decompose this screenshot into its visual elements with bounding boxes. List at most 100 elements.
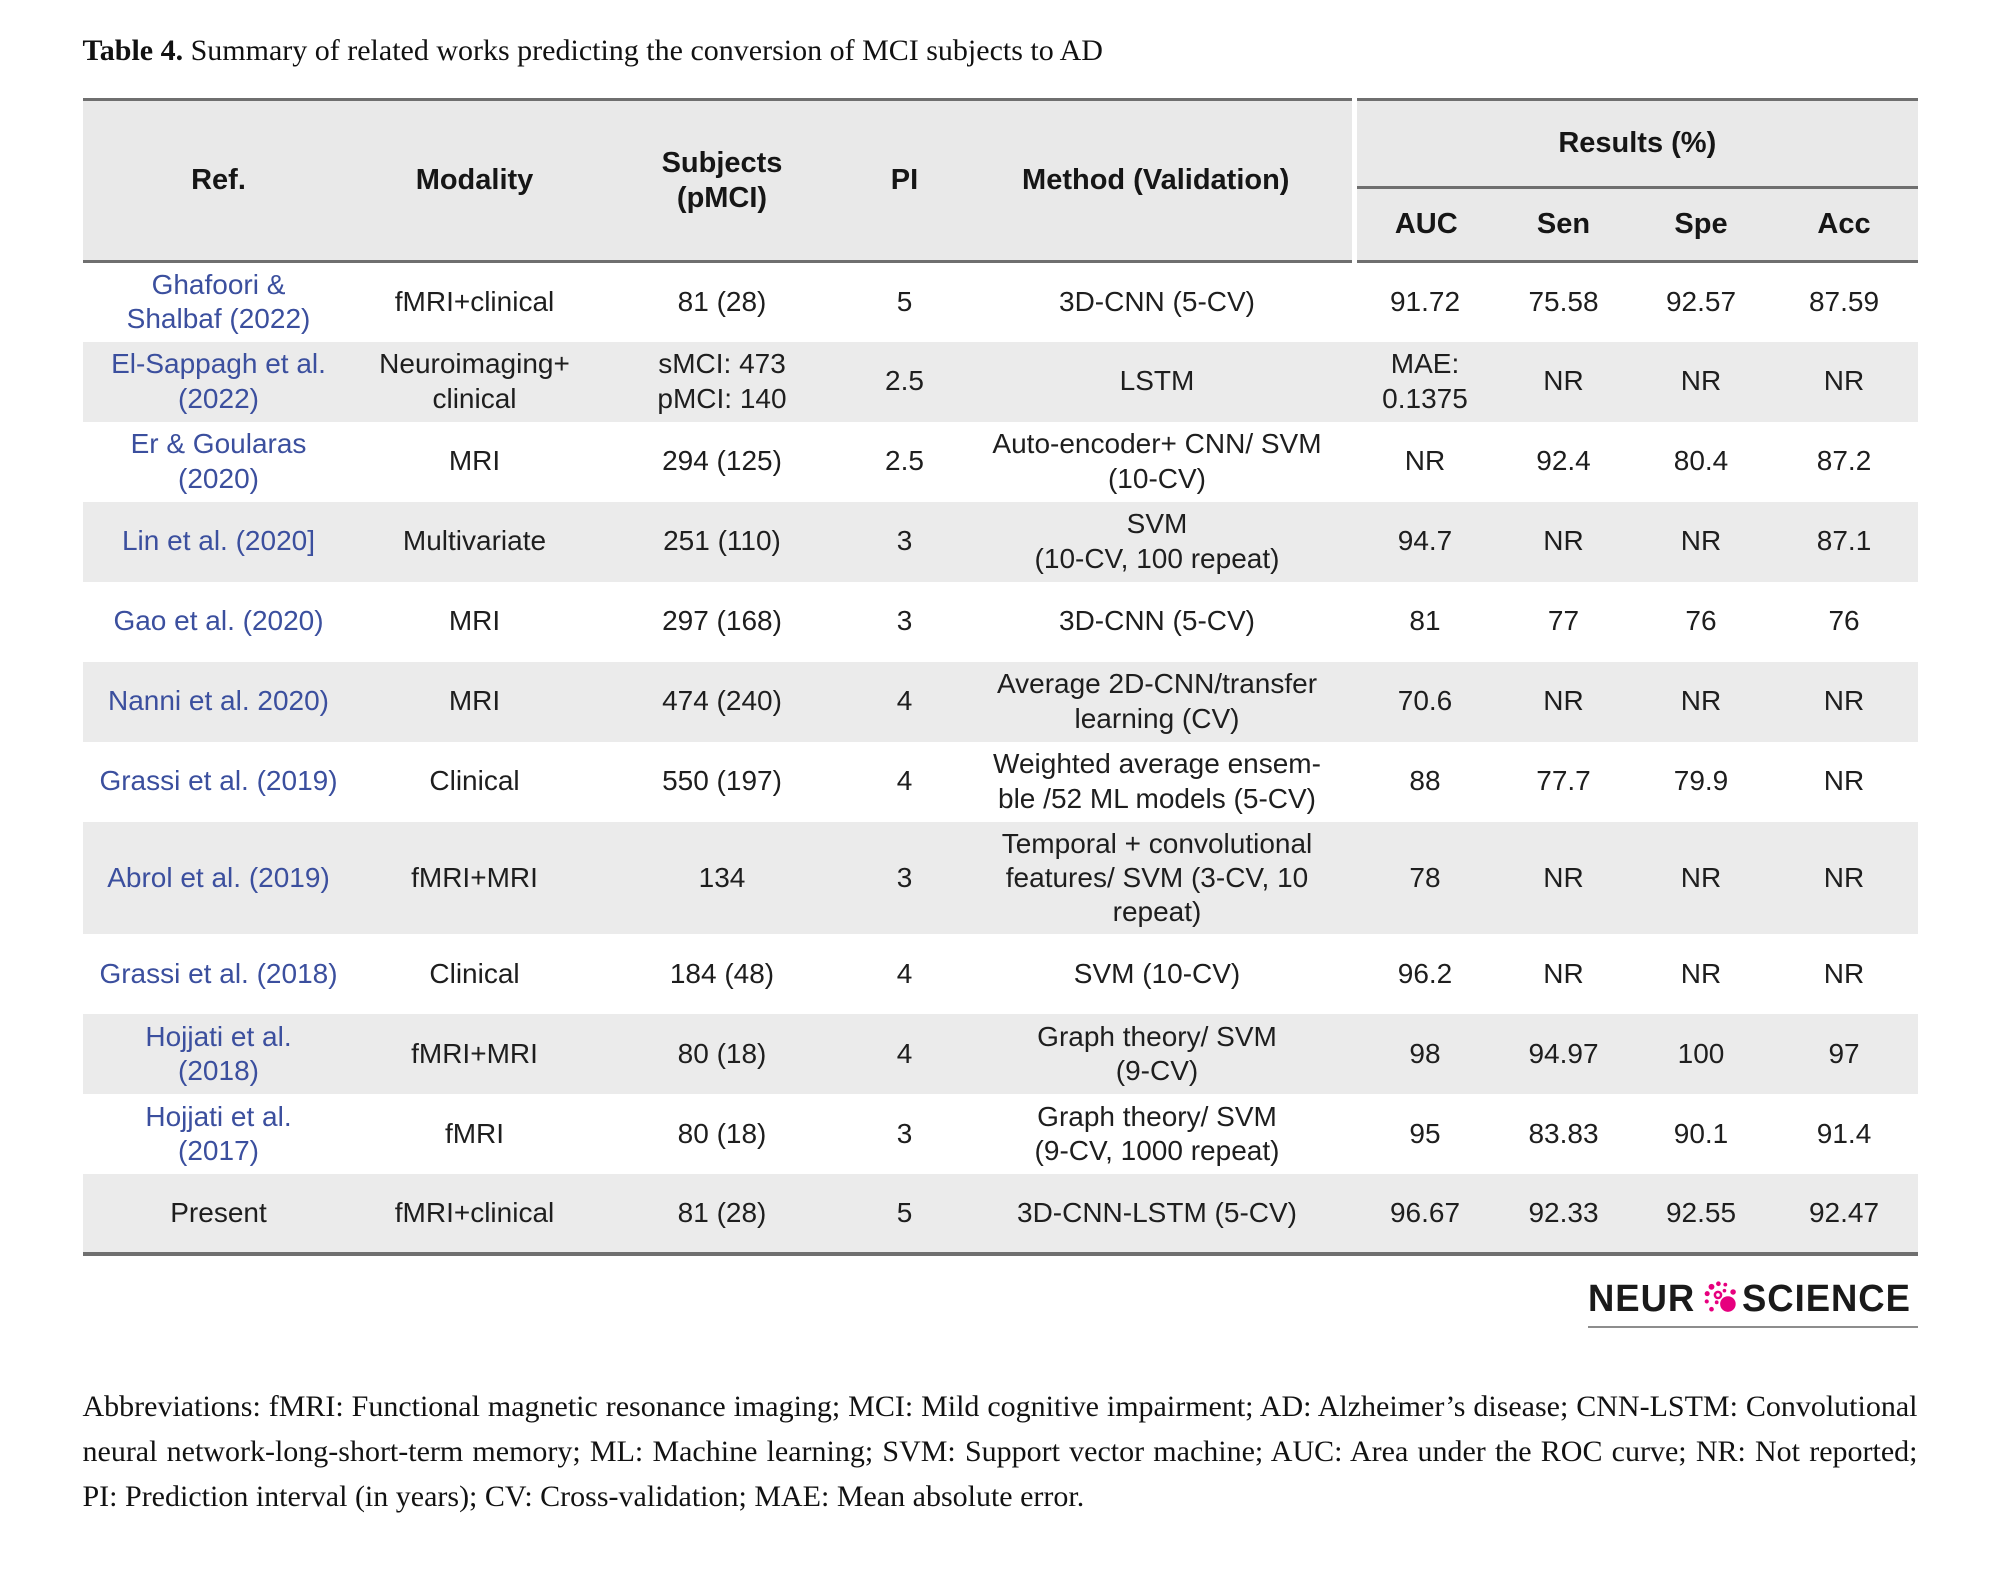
- pi-cell: 3: [896, 605, 913, 637]
- method-cell: 3D-CNN (5-CV): [1059, 286, 1255, 318]
- table-row: Grassi et al. (2018) Clinical 184 (48) 4 SVM…: [82, 933, 1918, 1014]
- subjects-cell: 294 (125): [662, 445, 782, 477]
- journal-logo-area: NEUR: [83, 1278, 1918, 1328]
- col-header-subjects: Subjects (pMCI): [594, 99, 850, 262]
- ref-cell[interactable]: El-Sappagh et al. (2022): [111, 348, 326, 414]
- auc-cell: MAE: 0.1375: [1382, 348, 1468, 414]
- subjects-cell: 184 (48): [669, 957, 775, 989]
- method-cell: Auto-encoder+ CNN/ SVM (10-CV): [992, 428, 1322, 494]
- pi-cell: 3: [896, 1117, 913, 1149]
- method-cell: Temporal + convolutional features/ SVM (…: [1001, 827, 1313, 927]
- auc-cell: 95: [1409, 1117, 1441, 1149]
- sen-cell: 83.83: [1528, 1117, 1599, 1149]
- modality-cell: fMRI: [444, 1117, 505, 1149]
- pi-cell: 3: [896, 525, 913, 557]
- neuroscience-logo: NEUR: [1587, 1277, 1918, 1328]
- modality-cell: Clinical: [429, 765, 520, 797]
- ref-cell[interactable]: Grassi et al. (2019): [99, 765, 338, 797]
- paper-page: Table 4. Summary of related works predic…: [82, 0, 1918, 1519]
- spe-cell: 79.9: [1673, 765, 1729, 797]
- auc-cell: 96.67: [1389, 1196, 1461, 1228]
- ref-cell[interactable]: Ghafoori & Shalbaf (2022): [126, 269, 311, 335]
- ref-cell[interactable]: Hojjati et al. (2018): [145, 1020, 292, 1086]
- method-cell: Weighted average ensem- ble /52 ML model…: [993, 748, 1321, 814]
- sen-cell: NR: [1543, 525, 1584, 557]
- acc-cell: 76: [1828, 605, 1860, 637]
- pi-cell: 5: [896, 1196, 913, 1228]
- header-row-top: Ref. Modality Subjects (pMCI) PI Method …: [82, 99, 1918, 262]
- method-cell: 3D-CNN (5-CV): [1059, 605, 1255, 637]
- spe-cell: 80.4: [1673, 445, 1729, 477]
- pi-cell: 4: [896, 685, 913, 717]
- auc-cell: NR: [1404, 445, 1446, 477]
- ref-cell[interactable]: Lin et al. (2020]: [121, 525, 316, 557]
- spe-cell: NR: [1680, 957, 1722, 989]
- auc-cell: 78: [1409, 861, 1441, 893]
- ref-cell[interactable]: Abrol et al. (2019): [107, 861, 330, 893]
- table-row: Lin et al. (2020] Multivariate 251 (110) 3 S…: [82, 501, 1918, 582]
- pi-cell: 4: [896, 957, 913, 989]
- acc-cell: NR: [1823, 365, 1865, 397]
- modality-cell: fMRI+MRI: [411, 1037, 538, 1069]
- table-row: El-Sappagh et al. (2022) Neuroimaging+ cl…: [82, 341, 1918, 422]
- acc-cell: 87.1: [1816, 525, 1872, 557]
- logo-underline: [1587, 1325, 1918, 1328]
- auc-cell: 70.6: [1397, 685, 1453, 717]
- logo-text-science: SCIENCE: [1741, 1277, 1911, 1320]
- spe-cell: NR: [1680, 685, 1722, 717]
- table-row: Present fMRI+clinical 81 (28) 5 3D-CNN-LSTM …: [82, 1173, 1918, 1254]
- ref-cell[interactable]: Gao et al. (2020): [113, 605, 324, 637]
- col-header-modality: Modality: [354, 99, 595, 262]
- spe-cell: 92.57: [1665, 286, 1737, 318]
- modality-cell: Neuroimaging+ clinical: [379, 348, 570, 414]
- spe-cell: 92.55: [1665, 1196, 1737, 1228]
- col-header-ref: Ref.: [82, 99, 355, 262]
- spe-cell: NR: [1680, 861, 1722, 893]
- table-row: Hojjati et al. (2018) fMRI+MRI 80 (18) 4 Gra…: [82, 1013, 1918, 1094]
- modality-cell: Clinical: [429, 957, 520, 989]
- acc-cell: NR: [1823, 685, 1865, 717]
- acc-cell: NR: [1823, 957, 1865, 989]
- subjects-cell: 297 (168): [662, 605, 782, 637]
- ref-cell[interactable]: Er & Goularas (2020): [130, 428, 307, 494]
- pi-cell: 4: [896, 1037, 913, 1069]
- subjects-cell: 474 (240): [662, 685, 782, 717]
- modality-cell: MRI: [448, 605, 501, 637]
- method-cell: Graph theory/ SVM (9-CV): [1037, 1020, 1277, 1086]
- sen-cell: 92.4: [1536, 445, 1591, 477]
- col-header-acc: Acc: [1770, 187, 1918, 262]
- subjects-cell: sMCI: 473 pMCI: 140: [657, 348, 787, 414]
- logo-text-neur: NEUR: [1587, 1277, 1696, 1320]
- ref-cell[interactable]: Nanni et al. 2020): [107, 685, 330, 717]
- acc-cell: 87.59: [1808, 286, 1880, 318]
- method-cell: Graph theory/ SVM (9-CV, 1000 repeat): [1034, 1100, 1280, 1166]
- subjects-cell: 81 (28): [677, 286, 767, 318]
- sen-cell: NR: [1543, 861, 1584, 893]
- auc-cell: 94.7: [1397, 525, 1453, 557]
- modality-cell: MRI: [448, 685, 501, 717]
- pi-cell: 5: [896, 286, 913, 318]
- spe-cell: NR: [1680, 365, 1722, 397]
- ref-cell: Present: [170, 1196, 267, 1228]
- modality-cell: MRI: [448, 445, 501, 477]
- acc-cell: 92.47: [1808, 1196, 1880, 1228]
- acc-cell: NR: [1823, 861, 1865, 893]
- table-caption-label: Table 4.: [82, 34, 184, 67]
- ref-cell[interactable]: Grassi et al. (2018): [99, 957, 338, 989]
- subjects-cell: 550 (197): [662, 765, 782, 797]
- neuron-dot-icon: [1704, 1281, 1736, 1313]
- modality-cell: Multivariate: [402, 525, 547, 557]
- pi-cell: 2.5: [885, 365, 924, 397]
- method-cell: SVM (10-CV): [1073, 957, 1241, 989]
- table-row: Nanni et al. 2020) MRI 474 (240) 4 Average 2…: [82, 661, 1918, 742]
- auc-cell: 91.72: [1389, 286, 1461, 318]
- subjects-cell: 81 (28): [677, 1196, 767, 1228]
- sen-cell: 75.58: [1528, 286, 1599, 318]
- sen-cell: 94.97: [1528, 1037, 1599, 1069]
- acc-cell: 87.2: [1816, 445, 1872, 477]
- method-cell: Average 2D-CNN/transfer learning (CV): [996, 668, 1318, 734]
- abbreviations-note: Abbreviations: fMRI: Functional magnetic…: [82, 1389, 1918, 1513]
- auc-cell: 96.2: [1397, 957, 1453, 989]
- ref-cell[interactable]: Hojjati et al. (2017): [145, 1100, 292, 1166]
- col-header-results-group: Results (%): [1351, 99, 1918, 189]
